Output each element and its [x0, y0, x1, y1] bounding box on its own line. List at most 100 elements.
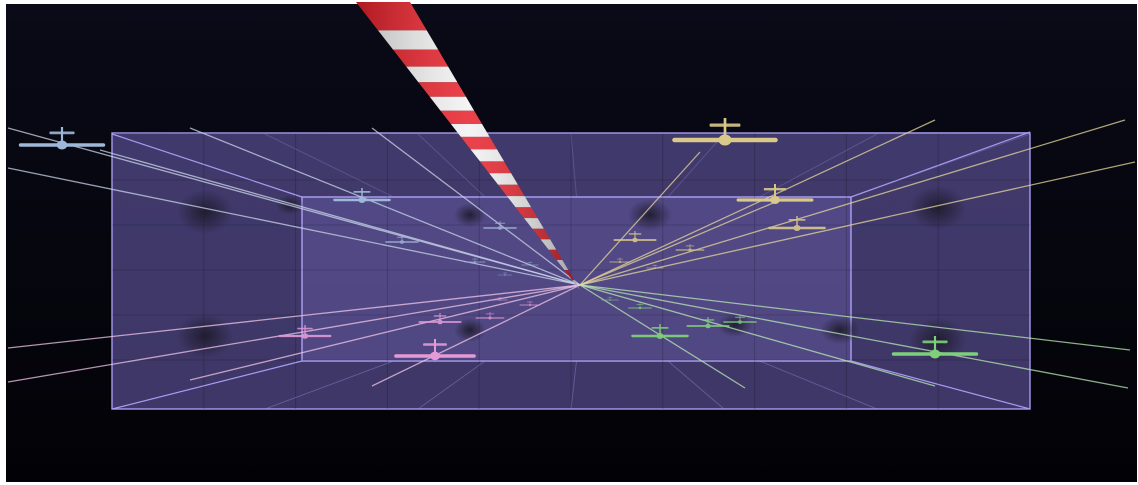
airplane-icon [418, 313, 462, 325]
airplane-icon [18, 127, 106, 150]
trajectory-ray [7, 167, 581, 286]
grid-line [570, 360, 577, 410]
trajectory-ray [371, 127, 581, 286]
trajectory-ray [579, 161, 1136, 286]
airplane-icon [521, 261, 539, 266]
airplane-wing [613, 239, 657, 241]
shadow [454, 318, 486, 342]
airplane-wing [333, 198, 391, 202]
airplane-tail [723, 118, 727, 138]
striped-pole-icon [356, 2, 580, 290]
airplane-icon [613, 231, 657, 243]
airplane-icon [492, 296, 508, 301]
airplane-wing [675, 249, 705, 251]
trajectory-ray [579, 284, 1129, 389]
trajectory-ray [99, 149, 581, 286]
airplane-stabilizer [607, 297, 613, 298]
airplane-tail [689, 244, 691, 250]
trajectory-ray [579, 119, 936, 286]
airplane-stabilizer [709, 123, 741, 127]
grid-line [417, 133, 486, 198]
airplane-icon [278, 325, 332, 339]
airplane-wing [483, 227, 517, 229]
trajectory-ray [189, 284, 581, 381]
airplane-stabilizer [495, 222, 505, 224]
trajectory-ray [579, 284, 1131, 351]
airplane-stabilizer [353, 191, 371, 193]
grid-line [417, 360, 486, 410]
airplane-tail [60, 127, 64, 144]
airplane-tail [529, 300, 531, 305]
airplane-tail [489, 312, 491, 318]
airplane-icon [672, 118, 778, 146]
airplane-tail [499, 221, 501, 228]
airplane-wing [646, 267, 664, 269]
shadow [628, 199, 672, 231]
airplane-wing [519, 304, 541, 306]
airplane-stabilizer [763, 188, 787, 191]
airplane-stabilizer [485, 313, 495, 315]
airplane-stabilizer [616, 258, 624, 260]
trajectory-ray [579, 151, 701, 286]
airplane-wing [497, 274, 513, 276]
airplane-wing [631, 334, 689, 338]
airplane-stabilizer [49, 131, 75, 135]
trajectory-ray [371, 284, 581, 387]
airplane-stabilizer [433, 315, 447, 317]
airplane-wing [464, 261, 486, 263]
airplane-stabilizer [527, 262, 533, 263]
volume-front-edge [111, 132, 1031, 410]
airplane-tail [433, 339, 437, 355]
airplane-icon [483, 221, 517, 230]
airplane-icon [609, 257, 631, 264]
airplane-icon [519, 300, 541, 307]
airplane-tail [659, 324, 661, 335]
airplane-icon [475, 312, 505, 320]
trajectory-ray [579, 199, 781, 286]
airplane-icon [891, 336, 979, 359]
airplane-wing [609, 261, 631, 263]
airplane-tail [401, 235, 403, 242]
airplane-tail [707, 317, 709, 326]
airplane-tail [796, 216, 798, 227]
airplane-tail [774, 184, 776, 199]
airplane-stabilizer [735, 316, 745, 318]
airplane-wing [686, 325, 730, 327]
airplane-icon [686, 317, 730, 329]
shadow [820, 316, 860, 344]
airplane-icon [628, 303, 652, 310]
airplane-tail [439, 313, 441, 322]
airplane-icon [723, 315, 757, 324]
airplane-wing [492, 299, 508, 301]
trajectory-ray [579, 119, 1126, 286]
airplane-icon [601, 296, 619, 301]
trajectory-ray [7, 284, 581, 383]
aircraft-layer [18, 118, 979, 361]
airplane-icon [675, 244, 705, 252]
airplane-tail [933, 336, 937, 353]
pole-shading [356, 2, 580, 290]
airplane-wing [385, 241, 419, 243]
airplane-icon [497, 272, 513, 276]
airplane-stabilizer [701, 319, 715, 321]
shadow [454, 203, 486, 227]
airplane-wing [394, 354, 476, 358]
grid-line [111, 360, 303, 410]
airplane-stabilizer [922, 340, 948, 344]
airplane-stabilizer [297, 327, 313, 330]
airplane-wing [475, 317, 505, 319]
airplane-wing [891, 352, 979, 356]
airplane-wing [521, 264, 539, 266]
airplane-stabilizer [685, 245, 695, 247]
airplane-tail [304, 325, 306, 335]
airplane-stabilizer [397, 236, 407, 238]
airplane-tail [634, 231, 636, 240]
grid-line [667, 360, 725, 410]
airplane-wing [672, 137, 778, 143]
airplane-stabilizer [788, 219, 806, 221]
trajectory-ray [189, 127, 581, 286]
airplane-wing [18, 143, 106, 147]
grid-line [759, 133, 878, 198]
